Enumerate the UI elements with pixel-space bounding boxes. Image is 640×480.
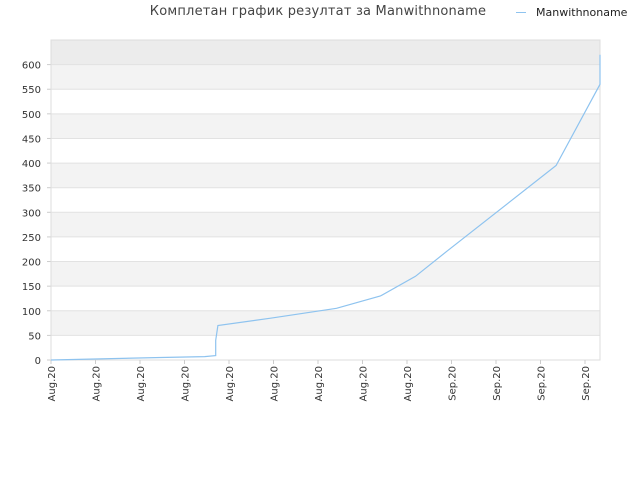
x-tick-label: Aug.20	[136, 366, 147, 401]
legend-label: Manwithnoname	[536, 6, 628, 19]
grid-band	[51, 40, 600, 65]
x-tick-label: Sep.20	[537, 366, 548, 401]
y-tick-label: 100	[22, 307, 41, 318]
series-line-manwithnoname	[50, 54, 601, 361]
y-tick-label: 350	[22, 184, 41, 195]
x-tick-label: Aug.20	[47, 366, 58, 401]
grid-band	[51, 335, 600, 360]
y-tick-label: 50	[28, 331, 41, 342]
x-tick-label: Sep.20	[581, 366, 592, 401]
x-tick-label: Sep.20	[492, 366, 503, 401]
y-tick-label: 500	[22, 110, 41, 121]
grid-band	[51, 89, 600, 114]
x-tick-label: Aug.20	[181, 366, 192, 401]
y-tick-label: 250	[22, 233, 41, 244]
y-tick-label: 200	[22, 258, 41, 269]
y-tick-label: 550	[22, 85, 41, 96]
grid-band	[51, 113, 600, 139]
grid-band	[51, 286, 600, 311]
chart-title: Комплетан график резултат за Manwithnona…	[149, 4, 487, 19]
x-tick-label: Aug.20	[225, 366, 236, 401]
grid-band	[51, 187, 600, 213]
y-tick-label: 600	[22, 61, 41, 72]
y-tick-label: 300	[22, 208, 41, 219]
grid-band	[51, 64, 600, 90]
x-tick-label: Aug.20	[403, 366, 414, 401]
grid-band	[51, 212, 600, 237]
x-tick-label: Aug.20	[359, 366, 370, 401]
x-tick-label: Aug.20	[92, 366, 103, 401]
y-tick-label: 400	[22, 159, 41, 170]
y-tick-label: 0	[35, 356, 41, 367]
grid-band	[51, 163, 600, 188]
grid-band	[51, 138, 600, 164]
grid-band	[51, 236, 600, 262]
plot-border	[50, 39, 601, 361]
x-tick-label: Aug.20	[314, 366, 325, 401]
legend-swatch	[516, 12, 526, 13]
y-tick-label: 450	[22, 134, 41, 145]
grid-band	[51, 261, 600, 287]
x-tick-label: Aug.20	[270, 366, 281, 401]
legend: Manwithnoname	[516, 6, 627, 19]
y-tick-label: 150	[22, 282, 41, 293]
grid-band	[51, 310, 600, 336]
x-tick-label: Sep.20	[448, 366, 459, 401]
